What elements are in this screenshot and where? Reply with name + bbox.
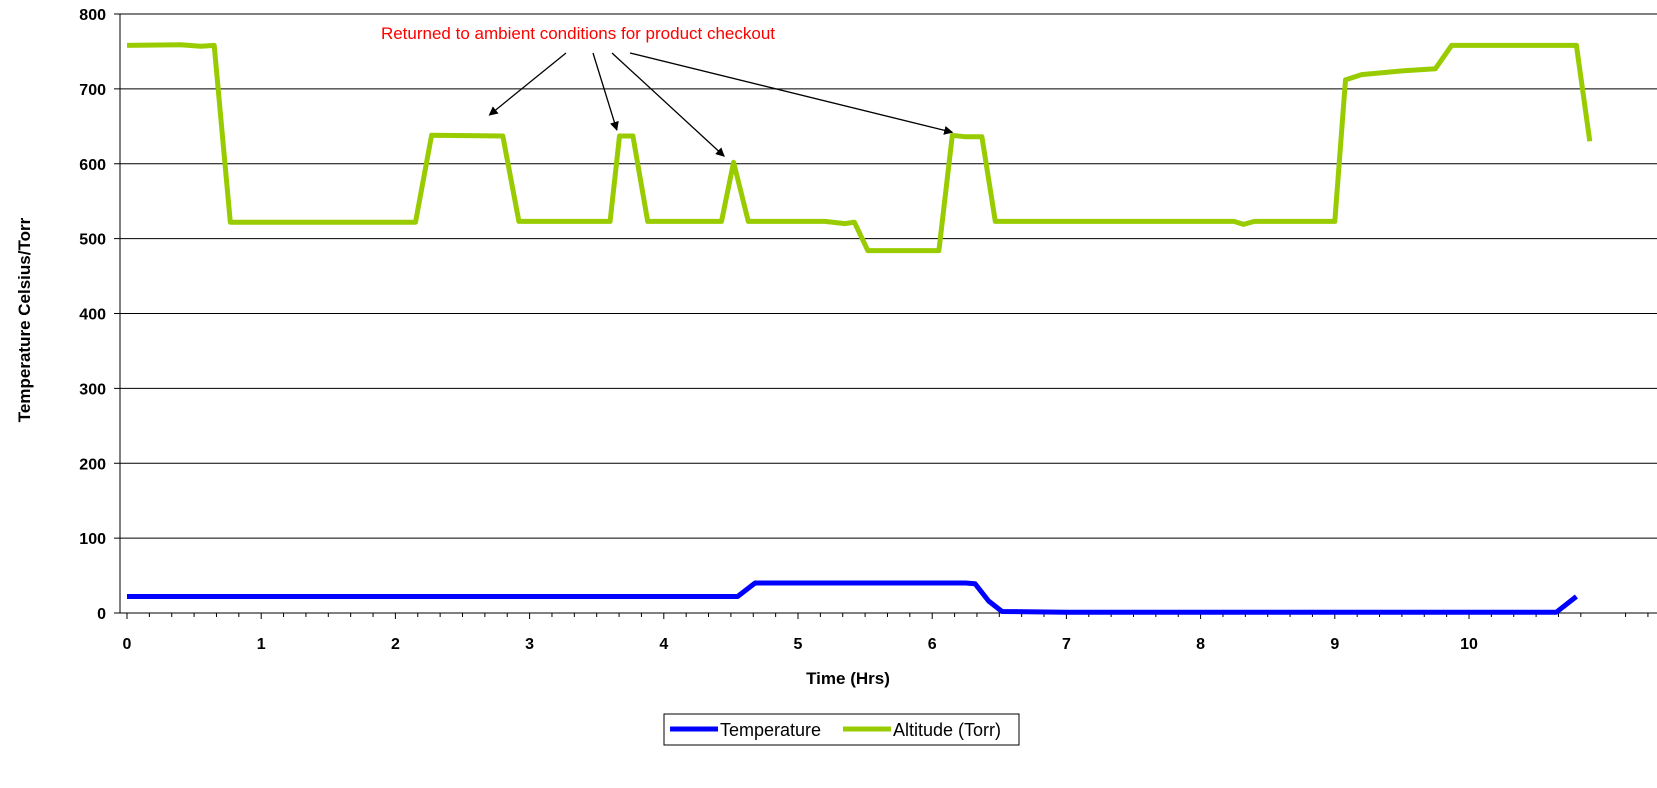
legend: Temperature Altitude (Torr) (663, 713, 1020, 746)
axes (114, 13, 1657, 619)
y-tick-label-200: 200 (79, 456, 106, 473)
y-axis-title: Temperature Celsius/Torr (15, 217, 34, 422)
annotation-arrow-1 (488, 52, 567, 116)
x-tick-label-4: 4 (659, 636, 668, 653)
x-tick-label-6: 6 (928, 636, 937, 653)
series-lines (126, 42, 1593, 615)
x-tick-label-1: 1 (257, 636, 266, 653)
x-tick-label-10: 10 (1460, 636, 1478, 653)
x-tick-label-2: 2 (391, 636, 400, 653)
annotation-arrows (488, 52, 954, 157)
annotation-arrow-4 (629, 52, 954, 135)
y-tick-label-300: 300 (79, 381, 106, 398)
y-tick-labels: 0 100 200 300 400 500 600 700 800 (79, 7, 106, 623)
x-tick-label-5: 5 (794, 636, 803, 653)
x-tick-label-7: 7 (1062, 636, 1071, 653)
annotation-arrow-3 (611, 52, 725, 157)
legend-label-temperature: Temperature (720, 720, 821, 740)
y-tick-label-400: 400 (79, 307, 106, 324)
series-line-temperature (127, 580, 1578, 615)
series-line-altitude-torr (126, 42, 1593, 254)
x-tick-label-8: 8 (1196, 636, 1205, 653)
y-tick-label-500: 500 (79, 232, 106, 249)
y-tick-label-100: 100 (79, 531, 106, 548)
x-tick-label-9: 9 (1330, 636, 1339, 653)
x-tick-labels: 0 1 2 3 4 5 6 7 8 9 10 (123, 636, 1478, 653)
legend-label-altitude: Altitude (Torr) (893, 720, 1001, 740)
y-tick-label-800: 800 (79, 7, 106, 24)
x-tick-label-0: 0 (123, 636, 132, 653)
y-tick-label-700: 700 (79, 82, 106, 99)
x-axis-title: Time (Hrs) (806, 669, 890, 688)
legend-box (663, 713, 1020, 746)
y-tick-label-600: 600 (79, 157, 106, 174)
y-tick-label-0: 0 (97, 606, 106, 623)
gridlines (120, 13, 1657, 539)
annotation-text: Returned to ambient conditions for produ… (381, 24, 775, 43)
annotation: Returned to ambient conditions for produ… (381, 24, 954, 157)
x-tick-label-3: 3 (525, 636, 534, 653)
annotation-arrow-2 (592, 52, 619, 131)
